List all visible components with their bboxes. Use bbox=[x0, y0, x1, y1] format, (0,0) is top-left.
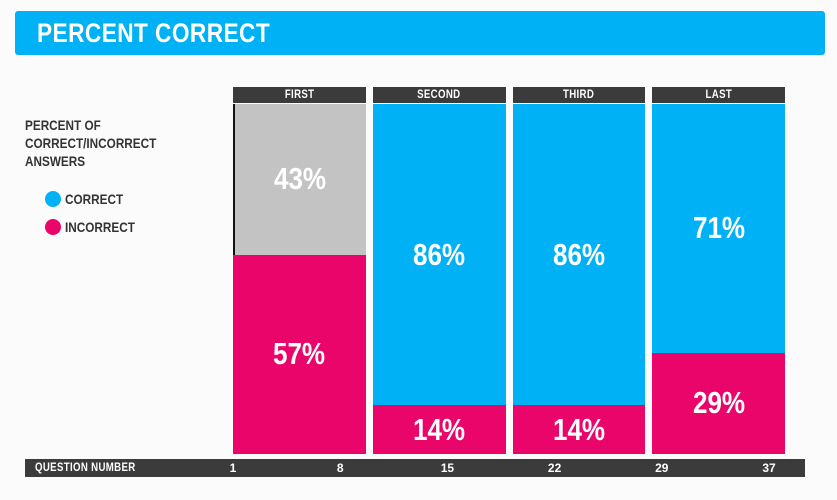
column-header-label: FIRST bbox=[284, 89, 315, 101]
segment-third-correct: 86% bbox=[512, 104, 646, 405]
x-axis-tick: 15 bbox=[440, 461, 455, 475]
segment-value-label: 71% bbox=[692, 210, 745, 246]
column-header-label: SECOND bbox=[417, 89, 461, 101]
segment-first-incorrect: 57% bbox=[233, 254, 366, 454]
column-header-first: FIRST bbox=[233, 87, 366, 103]
segment-last-correct: 71% bbox=[652, 104, 785, 353]
correct-color-dot-icon bbox=[45, 191, 61, 207]
segment-value-label: 29% bbox=[692, 385, 745, 421]
segment-value-label: 43% bbox=[274, 161, 327, 197]
title-bar: PERCENT CORRECT bbox=[15, 11, 825, 55]
column-header-label: LAST bbox=[705, 89, 732, 101]
column-third: 86% 14% bbox=[512, 104, 646, 454]
column-header-last: LAST bbox=[652, 87, 785, 103]
legend-heading: PERCENT OF CORRECT/INCORRECT ANSWERS bbox=[25, 116, 225, 170]
segment-third-incorrect: 14% bbox=[512, 405, 646, 454]
column-header-third: THIRD bbox=[512, 87, 646, 103]
segment-value-label: 86% bbox=[413, 236, 466, 272]
legend-item-correct: CORRECT bbox=[45, 191, 225, 207]
column-headers: FIRST SECOND THIRD LAST bbox=[233, 87, 785, 103]
legend-heading-line: PERCENT OF bbox=[25, 117, 101, 133]
x-axis-label: QUESTION NUMBER bbox=[35, 462, 136, 474]
segment-value-label: 14% bbox=[552, 411, 605, 447]
x-axis-tick: 29 bbox=[655, 461, 669, 475]
legend: PERCENT OF CORRECT/INCORRECT ANSWERS COR… bbox=[25, 116, 225, 247]
column-last: 71% 29% bbox=[652, 104, 785, 454]
column-header-second: SECOND bbox=[372, 87, 506, 103]
segment-last-incorrect: 29% bbox=[652, 352, 785, 454]
segment-second-incorrect: 14% bbox=[372, 405, 506, 454]
segment-value-label: 57% bbox=[273, 336, 326, 372]
segment-value-label: 86% bbox=[552, 236, 605, 272]
segment-second-correct: 86% bbox=[372, 104, 506, 405]
column-first: 43% 57% bbox=[233, 104, 366, 454]
legend-item-incorrect: INCORRECT bbox=[45, 219, 225, 235]
legend-item-label: CORRECT bbox=[65, 191, 124, 207]
column-header-label: THIRD bbox=[563, 89, 595, 101]
column-second: 86% 14% bbox=[372, 104, 506, 454]
legend-item-label: INCORRECT bbox=[65, 219, 135, 235]
x-axis-tick: 37 bbox=[762, 461, 776, 475]
segment-first-correct: 43% bbox=[233, 104, 366, 255]
x-axis-tick: 1 bbox=[229, 461, 237, 475]
page-title: PERCENT CORRECT bbox=[37, 17, 271, 48]
legend-heading-line: ANSWERS bbox=[25, 153, 86, 169]
x-axis-tick: 8 bbox=[336, 461, 344, 475]
legend-heading-line: CORRECT/INCORRECT bbox=[25, 135, 157, 151]
incorrect-color-dot-icon bbox=[45, 219, 61, 235]
legend-items: CORRECT INCORRECT bbox=[45, 191, 225, 235]
x-axis-bar: QUESTION NUMBER 1 8 15 22 29 37 bbox=[25, 459, 805, 477]
x-axis-tick: 22 bbox=[547, 461, 562, 475]
segment-value-label: 14% bbox=[413, 411, 466, 447]
stacked-columns: 43% 57% 86% 14% 86% 14% 71% 29% bbox=[233, 104, 785, 454]
